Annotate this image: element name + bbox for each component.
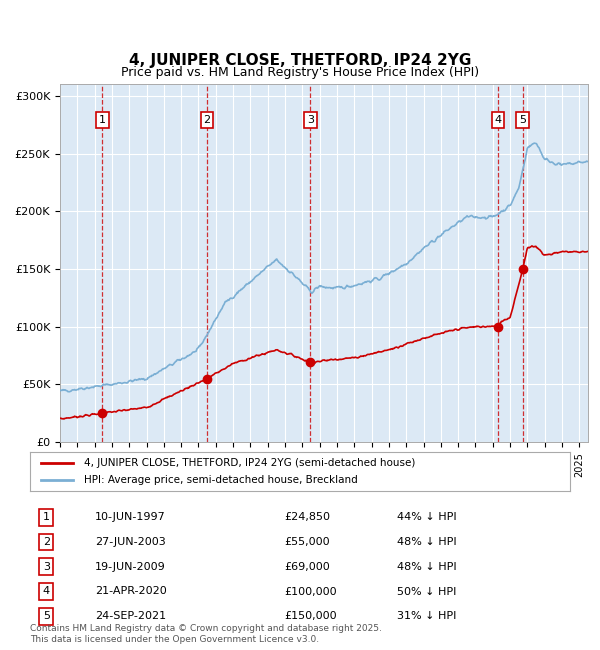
Text: 21-APR-2020: 21-APR-2020 — [95, 586, 167, 597]
Text: 24-SEP-2021: 24-SEP-2021 — [95, 611, 166, 621]
Text: 4: 4 — [494, 115, 502, 125]
Text: 44% ↓ HPI: 44% ↓ HPI — [397, 512, 457, 523]
Text: HPI: Average price, semi-detached house, Breckland: HPI: Average price, semi-detached house,… — [84, 475, 358, 485]
Text: 50% ↓ HPI: 50% ↓ HPI — [397, 586, 457, 597]
Text: 1: 1 — [43, 512, 50, 523]
Text: 27-JUN-2003: 27-JUN-2003 — [95, 537, 166, 547]
Text: £150,000: £150,000 — [284, 611, 337, 621]
Text: Contains HM Land Registry data © Crown copyright and database right 2025.
This d: Contains HM Land Registry data © Crown c… — [30, 624, 382, 644]
Text: 4, JUNIPER CLOSE, THETFORD, IP24 2YG (semi-detached house): 4, JUNIPER CLOSE, THETFORD, IP24 2YG (se… — [84, 458, 415, 467]
Text: £69,000: £69,000 — [284, 562, 329, 572]
Text: 4: 4 — [43, 586, 50, 597]
Text: 19-JUN-2009: 19-JUN-2009 — [95, 562, 166, 572]
Text: £55,000: £55,000 — [284, 537, 329, 547]
Text: 1: 1 — [99, 115, 106, 125]
Text: £100,000: £100,000 — [284, 586, 337, 597]
Text: Price paid vs. HM Land Registry's House Price Index (HPI): Price paid vs. HM Land Registry's House … — [121, 66, 479, 79]
Text: 48% ↓ HPI: 48% ↓ HPI — [397, 537, 457, 547]
Text: 10-JUN-1997: 10-JUN-1997 — [95, 512, 166, 523]
Text: 2: 2 — [203, 115, 211, 125]
Text: 3: 3 — [307, 115, 314, 125]
Text: 3: 3 — [43, 562, 50, 572]
Text: 31% ↓ HPI: 31% ↓ HPI — [397, 611, 457, 621]
Text: 5: 5 — [519, 115, 526, 125]
Text: 2: 2 — [43, 537, 50, 547]
Text: 48% ↓ HPI: 48% ↓ HPI — [397, 562, 457, 572]
Text: £24,850: £24,850 — [284, 512, 330, 523]
Text: 5: 5 — [43, 611, 50, 621]
Text: 4, JUNIPER CLOSE, THETFORD, IP24 2YG: 4, JUNIPER CLOSE, THETFORD, IP24 2YG — [129, 53, 471, 68]
